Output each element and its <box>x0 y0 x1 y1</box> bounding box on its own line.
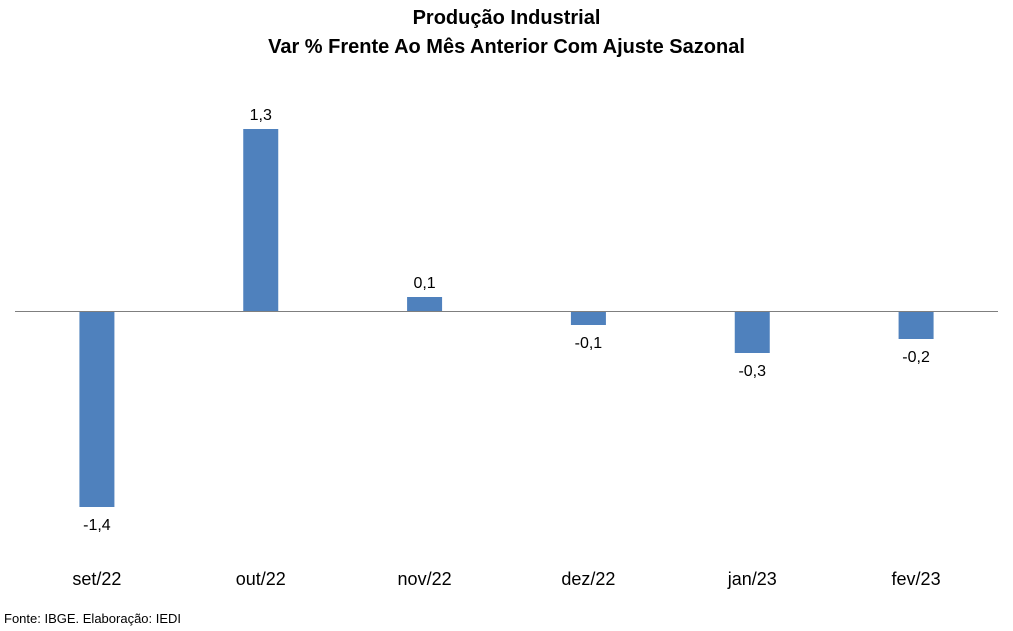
x-tick-label: dez/22 <box>561 569 615 589</box>
x-tick-label: fev/23 <box>892 569 941 589</box>
data-label: -0,1 <box>575 335 603 352</box>
bar <box>898 311 934 339</box>
chart-title-block: Produção Industrial Var % Frente Ao Mês … <box>0 4 1013 62</box>
data-label: 0,1 <box>413 275 435 292</box>
source-note: Fonte: IBGE. Elaboração: IEDI <box>4 611 182 626</box>
x-tick-label: nov/22 <box>398 569 452 589</box>
data-label: -0,2 <box>902 349 930 366</box>
bar <box>570 311 606 325</box>
data-label: -1,4 <box>83 517 111 534</box>
chart-subtitle: Var % Frente Ao Mês Anterior Com Ajuste … <box>268 36 745 58</box>
bar <box>734 311 770 353</box>
data-label: -0,3 <box>738 363 766 380</box>
bar <box>407 297 443 311</box>
bar <box>243 129 279 311</box>
bar <box>79 311 115 507</box>
data-label: 1,3 <box>250 107 272 124</box>
x-tick-label: jan/23 <box>727 569 777 589</box>
chart-title: Produção Industrial <box>412 7 601 29</box>
x-tick-label: out/22 <box>236 569 286 589</box>
x-tick-label: set/22 <box>72 569 121 589</box>
